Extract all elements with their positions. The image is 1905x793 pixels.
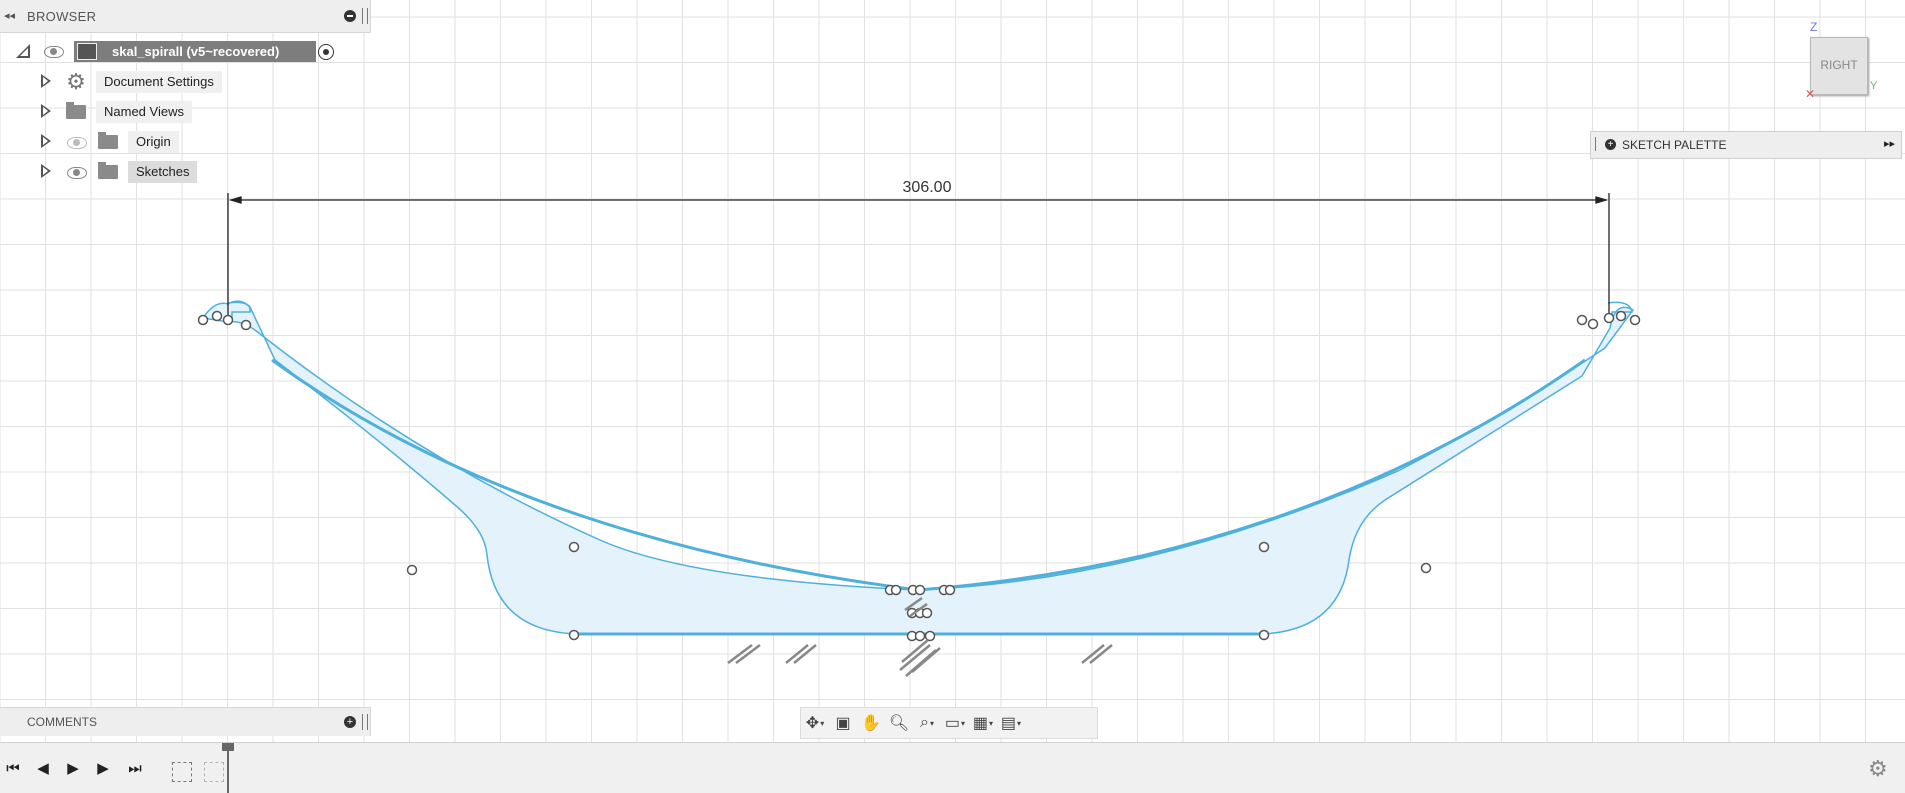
sketch-canvas[interactable]: 306.00 (0, 0, 1905, 742)
grid-settings-icon[interactable]: ▦ ▾ (972, 715, 994, 732)
dimension-value[interactable]: 306.00 (903, 179, 952, 196)
browser-title: BROWSER (27, 9, 97, 24)
browser-header: ◂◂ BROWSER (0, 0, 371, 33)
sketch-palette-title: SKETCH PALETTE (1622, 138, 1727, 152)
fit-icon[interactable]: ⌕ ▾ (920, 714, 934, 731)
tree-item-document-settings[interactable]: Document Settings (96, 71, 222, 93)
plus-circle-icon[interactable]: + (1605, 139, 1616, 150)
step-back-icon[interactable]: ◀ (37, 760, 49, 777)
collapse-panel-icon[interactable] (344, 10, 356, 22)
panel-grip-icon[interactable] (1595, 137, 1598, 151)
pan-icon[interactable]: ✋ (861, 715, 881, 732)
comments-panel: COMMENTS + (0, 707, 371, 736)
zoom-icon[interactable]: 🔍︎ (888, 715, 910, 732)
tree-item-named-views[interactable]: Named Views (96, 101, 192, 123)
step-forward-icon[interactable]: ▶ (97, 760, 109, 777)
dimension-line (227, 193, 1610, 318)
viewports-icon[interactable]: ▤ ▾ (1000, 715, 1022, 732)
timeline: ⏮ ◀ ▶ ▶ ⏭ ⚙ (0, 742, 1905, 793)
expand-right-icon[interactable]: ▸▸ (1883, 138, 1895, 150)
navigation-toolbar: ✥ ▾ ▣ ✋ 🔍︎ ⌕ ▾ ▭ ▾ ▦ ▾ ▤ ▾ (800, 707, 1098, 739)
viewcube[interactable]: RIGHT (1810, 37, 1868, 95)
play-icon[interactable]: ▶ (67, 760, 79, 777)
visibility-off-icon[interactable] (67, 137, 87, 149)
expand-triangle-icon[interactable] (16, 44, 30, 58)
double-left-arrow-icon[interactable]: ◂◂ (4, 10, 16, 22)
folder-icon (98, 162, 118, 179)
expand-triangle-icon[interactable] (41, 134, 51, 148)
orbit-icon[interactable]: ✥ ▾ (805, 715, 825, 732)
sketch-left-hook (227, 301, 251, 318)
expand-triangle-icon[interactable] (41, 164, 51, 178)
add-comment-icon[interactable]: + (344, 716, 356, 728)
component-icon (77, 43, 97, 60)
panel-grip-icon[interactable] (362, 714, 368, 730)
visibility-icon[interactable] (67, 167, 87, 179)
axis-y-label: Y (1870, 80, 1878, 92)
display-settings-icon[interactable]: ▭ ▾ (944, 715, 966, 732)
sketch-profile (201, 300, 1635, 636)
expand-triangle-icon[interactable] (41, 104, 51, 118)
sketch-right-hook (1607, 301, 1633, 318)
timeline-marker[interactable] (222, 743, 234, 793)
comments-title: COMMENTS (27, 715, 97, 729)
activate-radio[interactable] (318, 44, 334, 60)
axis-x-label: ✕ (1805, 87, 1816, 101)
sketch-palette[interactable]: + SKETCH PALETTE ▸▸ (1590, 131, 1902, 159)
sketch-feature-icon[interactable] (204, 762, 224, 782)
canvas-viewport[interactable]: 306.00 (0, 0, 1905, 742)
browser-root[interactable]: skal_spirall (v5~recovered) (74, 41, 316, 62)
folder-icon (66, 102, 86, 119)
sketch-points (197, 310, 1641, 642)
sketch-feature-icon[interactable] (172, 762, 192, 782)
tree-item-sketches[interactable]: Sketches (128, 161, 198, 183)
root-label: skal_spirall (v5~recovered) (112, 44, 280, 59)
sketch-shape (201, 300, 1635, 635)
visibility-icon[interactable] (44, 46, 64, 58)
tree-item-origin[interactable]: Origin (128, 131, 179, 153)
gear-icon: ⚙ (66, 69, 86, 94)
constraint-glyphs (727, 596, 1113, 677)
go-to-end-icon[interactable]: ⏭ (128, 760, 142, 777)
viewcube-face-label: RIGHT (1820, 58, 1858, 72)
axis-z-label: Z (1810, 20, 1818, 34)
panel-grip-icon[interactable] (362, 8, 368, 24)
go-to-start-icon[interactable]: ⏮ (6, 760, 20, 777)
folder-icon (98, 132, 118, 149)
gear-icon[interactable]: ⚙ (1868, 756, 1888, 781)
expand-triangle-icon[interactable] (41, 74, 51, 88)
look-at-icon[interactable]: ▣ (835, 715, 851, 732)
